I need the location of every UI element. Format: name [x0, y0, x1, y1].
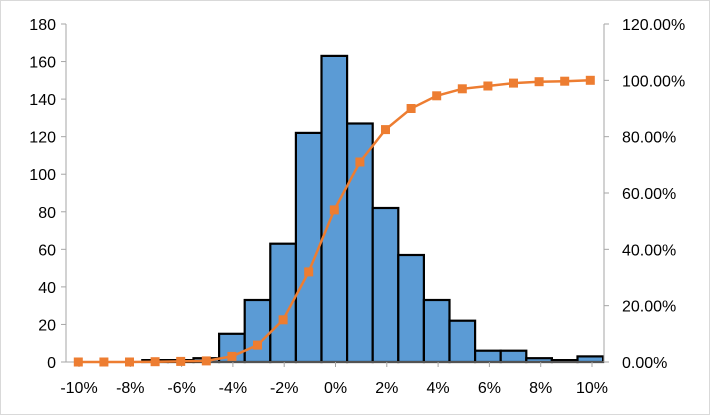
x-tick-label: 0% — [324, 380, 347, 397]
x-tick-label: -6% — [167, 380, 195, 397]
cumulative-point — [176, 356, 186, 366]
cumulative-point — [304, 267, 314, 277]
cumulative-point — [457, 84, 467, 94]
right-tick-label: 20.00% — [622, 299, 676, 316]
cumulative-point — [99, 357, 109, 367]
cumulative-point — [585, 75, 595, 85]
left-tick-label: 20 — [38, 317, 56, 334]
x-tick-label: 10% — [576, 380, 608, 397]
x-tick-label: 6% — [478, 380, 501, 397]
histogram-bar — [448, 319, 477, 364]
cumulative-point — [381, 125, 390, 135]
cumulative-point — [150, 357, 160, 367]
x-tick-label: -8% — [116, 380, 144, 397]
cumulative-point — [227, 351, 237, 361]
histogram-bar — [294, 131, 323, 364]
left-tick-label: 60 — [38, 242, 56, 259]
cumulative-point — [560, 76, 570, 86]
left-tick-label: 140 — [29, 92, 56, 109]
right-tick-label: 80.00% — [622, 130, 676, 147]
x-tick-label: 8% — [529, 380, 552, 397]
cumulative-point — [483, 81, 493, 91]
x-tick-label: -4% — [219, 380, 247, 397]
cumulative-point — [329, 205, 339, 215]
cumulative-point — [201, 356, 211, 366]
histogram-bar — [474, 349, 502, 364]
cumulative-point — [253, 340, 262, 350]
right-tick-label: 40.00% — [622, 242, 676, 259]
left-tick-label: 120 — [29, 130, 56, 147]
x-tick-label: 2% — [375, 380, 398, 397]
left-tick-label: 180 — [29, 17, 56, 34]
left-tick-label: 80 — [38, 205, 56, 222]
right-tick-label: 100.00% — [622, 73, 685, 90]
cumulative-point — [534, 77, 544, 87]
x-tick-label: -2% — [270, 380, 298, 397]
histogram-bar — [422, 298, 451, 364]
cumulative-point — [355, 157, 365, 167]
cumulative-point — [509, 78, 518, 88]
right-tick-label: 0.00% — [622, 355, 667, 372]
x-tick-label: 4% — [427, 380, 450, 397]
histogram-bar — [243, 298, 272, 364]
left-tick-label: 0 — [47, 355, 56, 372]
right-tick-label: 60.00% — [622, 186, 676, 203]
cumulative-point — [278, 315, 288, 325]
cumulative-point — [406, 104, 416, 113]
histogram-bar — [499, 349, 528, 364]
histogram-bar — [397, 253, 425, 364]
left-tick-label: 100 — [29, 167, 56, 184]
left-tick-label: 40 — [38, 280, 56, 297]
cumulative-point — [73, 357, 83, 367]
left-tick-label: 160 — [29, 55, 56, 72]
cumulative-point — [125, 357, 134, 367]
right-tick-label: 120.00% — [622, 17, 685, 34]
histogram-bar — [525, 357, 553, 364]
x-tick-label: -10% — [60, 380, 97, 397]
cumulative-point — [432, 91, 442, 101]
histogram-bar — [576, 355, 605, 364]
histogram-bar — [371, 206, 400, 364]
